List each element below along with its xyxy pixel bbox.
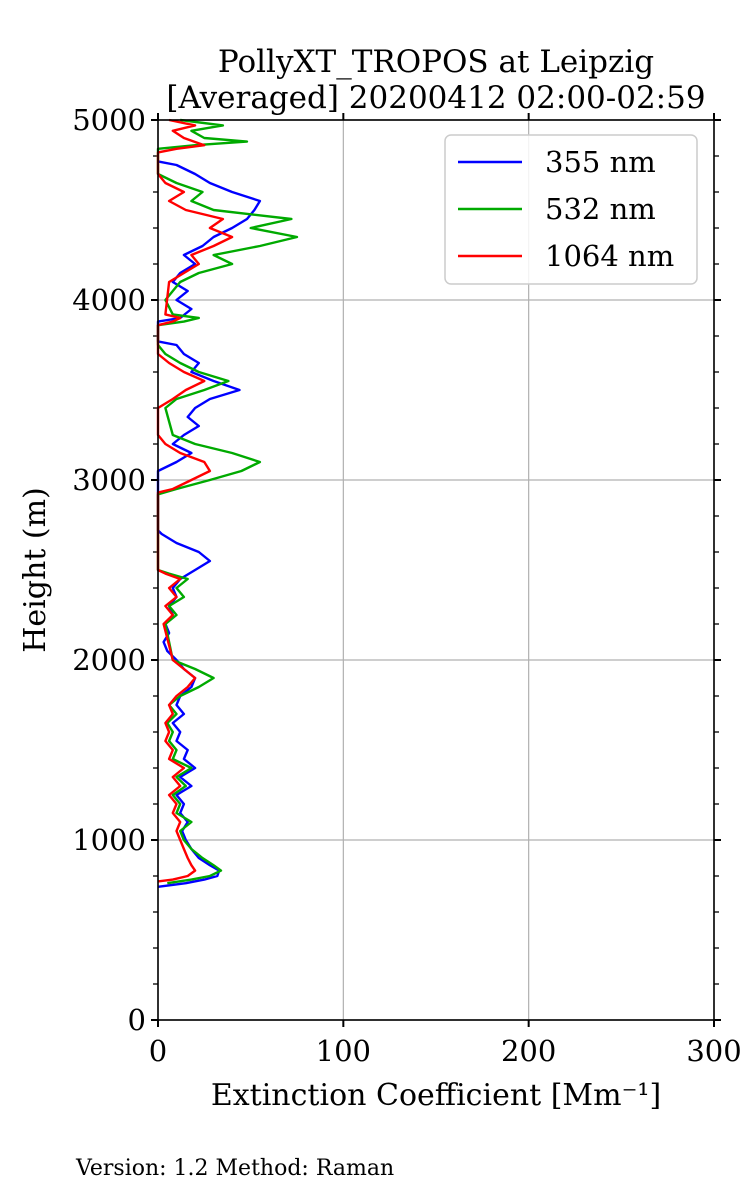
x-axis-label: Extinction Coefficient [Mm⁻¹]	[211, 1078, 661, 1113]
version-method-footer: Version: 1.2 Method: Raman	[75, 1156, 394, 1181]
x-tick-label-300: 300	[686, 1034, 741, 1068]
legend: 355 nm 532 nm 1064 nm	[444, 134, 698, 285]
chart-title-line-2: [Averaged] 20200412 02:00-02:59	[166, 80, 705, 116]
x-tick-label-100: 100	[316, 1034, 371, 1068]
series-lines	[156, 118, 299, 888]
series-line-1064-nm	[156, 118, 234, 883]
y-tick-label-0: 0	[128, 1003, 146, 1037]
series-line-355-nm	[156, 160, 262, 888]
x-tick-label-200: 200	[501, 1034, 556, 1068]
series-line-532-nm	[156, 118, 299, 885]
y-tick-label-3000: 3000	[72, 463, 146, 497]
minor-ticks	[153, 155, 719, 985]
y-tick-label-4000: 4000	[72, 283, 146, 317]
legend-label-355: 355 nm	[545, 145, 656, 179]
legend-label-1064: 1064 nm	[545, 239, 674, 273]
y-tick-label-2000: 2000	[72, 643, 146, 677]
y-tick-label-1000: 1000	[72, 823, 146, 857]
legend-label-532: 532 nm	[545, 192, 656, 226]
y-tick-label-5000: 5000	[72, 103, 146, 137]
y-axis-label: Height (m)	[18, 487, 53, 652]
chart-title-line-1: PollyXT_TROPOS at Leipzig	[218, 44, 654, 80]
plot-frame	[157, 119, 715, 1021]
legend-box	[444, 134, 698, 285]
x-tick-label-0: 0	[149, 1034, 167, 1068]
